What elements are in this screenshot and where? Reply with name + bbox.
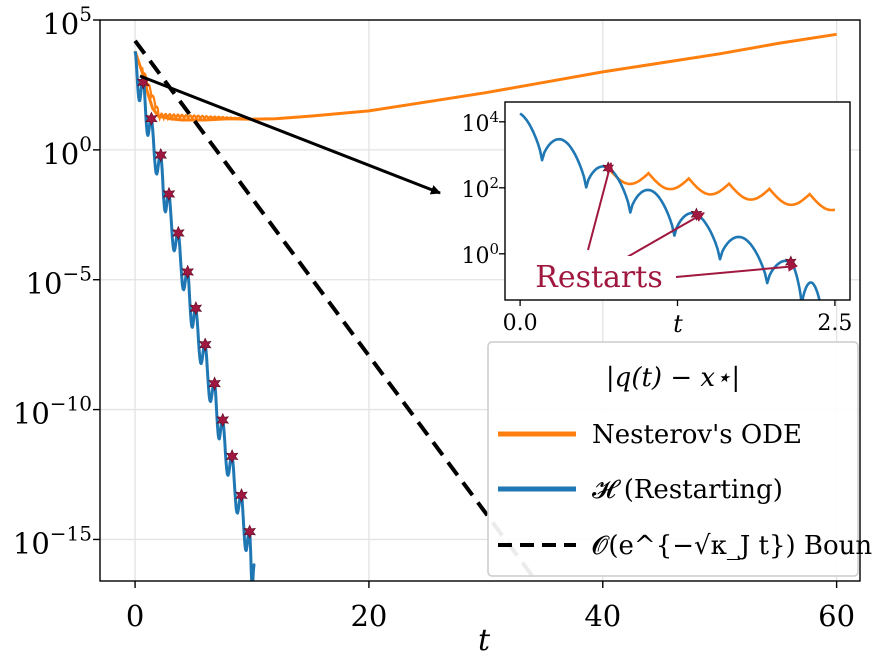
restarts-arrow-1 [587,162,614,251]
series-bound-line [133,39,538,581]
series-restarting-line [133,50,256,581]
main-ticks: 0 20 40 60 105 100 10−5 10−10 10−15 [13,2,855,633]
restart-marker [145,111,158,126]
restart-marker [243,524,256,539]
x-tick-label: 60 [818,599,855,633]
y-tick-label: 10−10 [13,392,92,431]
x-tick-label: 40 [584,599,621,633]
inset-x-axis-label: t [673,310,683,338]
legend-label-restarting: 𝓗 (Restarting) [592,475,783,505]
inset-x-tick-label: 0.0 [503,311,538,336]
inset-ticks: 0.0 2.5 104 102 100 [461,108,852,336]
inset-y-tick-label: 104 [461,108,499,137]
restart-marker [189,301,203,316]
restart-marker [198,337,212,352]
y-tick-label: 10−15 [13,521,92,560]
legend-label-nesterov: Nesterov's ODE [592,420,802,450]
restarts-arrow-2 [621,212,705,261]
restart-marker [225,449,239,464]
series-nesterov-line [133,32,837,122]
legend-title: |q(t) − x⋆| [606,363,740,393]
restarts-label-bg [522,256,676,294]
restarts-annotation: Restarts [522,162,798,295]
legend-label-bound: 𝓞(e^{−√κ_J t}) Bound [592,531,873,561]
main-axes-frame [99,19,861,582]
x-tick-label: 0 [126,599,144,633]
x-tick-label: 20 [350,599,387,633]
series-nesterov-ripple [141,67,252,123]
y-tick-label: 105 [42,2,92,41]
y-tick-label: 10−5 [26,262,92,301]
restarts-label: Restarts [535,260,662,295]
restarts-arrow-3 [675,261,798,278]
inset-y-tick-label: 102 [461,174,499,203]
inset-series-nesterov-line [607,167,836,212]
restart-marker [162,186,176,202]
restart-marker [154,147,168,163]
restart-marker [235,488,248,503]
restart-marker [216,412,230,428]
y-tick-label: 100 [42,132,92,171]
restart-marker [181,264,194,280]
legend-box [487,341,859,577]
legend: |q(t) − x⋆| Nesterov's ODE 𝓗 (Restarting… [487,341,873,577]
restart-marker [208,376,221,391]
zoom-arrow [139,74,441,195]
inset-x-tick-label: 2.5 [817,311,852,336]
inset-y-tick-label: 100 [461,240,499,269]
main-x-axis-label: t [478,623,491,656]
restart-marker [172,225,185,241]
